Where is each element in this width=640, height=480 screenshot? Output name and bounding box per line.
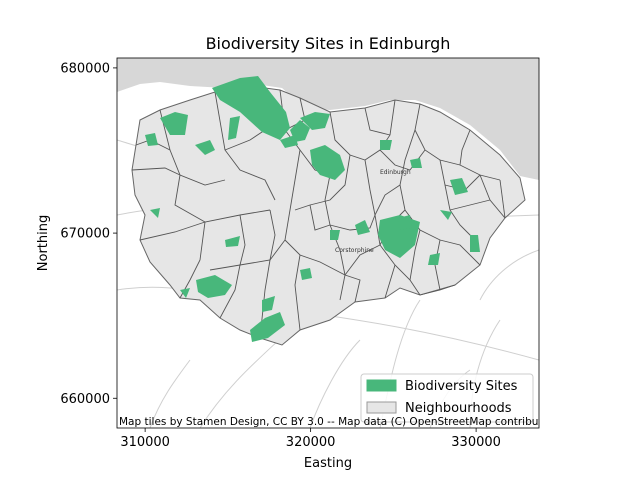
legend-label-neighbourhoods: Neighbourhoods <box>405 401 512 416</box>
map-axes: Edinburgh Corstorphine Biodiversity Site… <box>117 58 559 428</box>
axes-frame <box>116 57 540 429</box>
firth-of-forth-sea <box>117 58 539 180</box>
x-tick-label: 310000 <box>120 435 170 450</box>
y-tick-label: 660000 <box>60 392 110 407</box>
x-tick-label: 330000 <box>451 435 501 450</box>
y-tick-label: 670000 <box>60 227 110 242</box>
legend-swatch-biodiversity <box>366 379 397 392</box>
x-tick-label: 320000 <box>286 435 336 450</box>
legend-swatch-neighbourhoods <box>366 401 397 414</box>
y-axis-label: Northing <box>36 215 51 271</box>
legend: Biodiversity Sites Neighbourhoods <box>360 373 534 423</box>
x-axis-ticks: 310000 320000 330000 <box>120 428 501 450</box>
map-title: Biodiversity Sites in Edinburgh <box>206 34 451 53</box>
place-label-area: Corstorphine <box>335 247 374 254</box>
biodiversity-sites-layer <box>145 76 480 342</box>
y-axis-ticks: 660000 670000 680000 <box>60 61 117 407</box>
map-attribution: Map tiles by Stamen Design, CC BY 3.0 --… <box>119 416 559 428</box>
legend-frame <box>360 373 534 423</box>
x-axis-label: Easting <box>304 456 352 471</box>
place-label-city: Edinburgh <box>380 169 411 176</box>
legend-label-biodiversity: Biodiversity Sites <box>405 379 518 394</box>
y-tick-label: 680000 <box>60 61 110 76</box>
